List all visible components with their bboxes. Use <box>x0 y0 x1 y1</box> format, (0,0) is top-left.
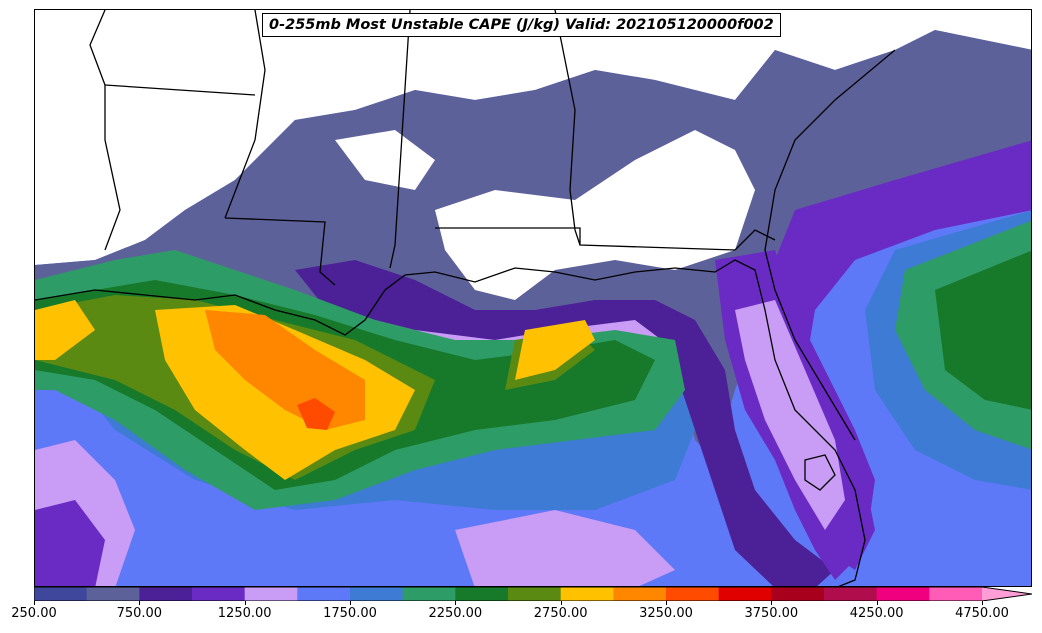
colorbar-extend-arrow <box>982 587 1032 601</box>
coastline-gulf <box>35 259 866 586</box>
florida-atlantic-coast <box>764 49 896 441</box>
cape-band-yellow <box>35 300 95 360</box>
colorbar-swatch-750 <box>139 587 193 601</box>
cape-band-dark-green-east <box>935 250 1031 410</box>
state-line-5 <box>389 10 411 269</box>
state-line-7 <box>435 227 736 251</box>
cape-band-lavender-south-2 <box>455 510 675 586</box>
cape-band-yellow-east <box>515 320 595 380</box>
cape-band-orange <box>205 310 365 430</box>
colorbar-swatch-4000 <box>824 587 878 601</box>
colorbar-swatch-4250 <box>876 587 930 601</box>
colorbar-tick-label: 4250.00 <box>849 606 904 621</box>
state-line-8 <box>734 229 776 251</box>
colorbar-swatch-250 <box>34 587 88 601</box>
colorbar-outline <box>34 587 1032 601</box>
cape-band-red-orange <box>297 398 335 430</box>
cape-band-southwest-purple <box>35 500 105 586</box>
colorbar-tick-mark <box>666 601 667 605</box>
state-line-2 <box>104 84 256 96</box>
cape-map <box>35 10 1031 586</box>
colorbar-tick-mark <box>982 601 983 605</box>
colorbar-swatch-2750 <box>560 587 614 601</box>
boundary-lines <box>35 10 896 586</box>
florida-lavender <box>735 300 845 530</box>
colorbar-swatch-3500 <box>718 587 772 601</box>
state-line-4 <box>224 10 266 219</box>
colorbar-swatch-3250 <box>666 587 720 601</box>
colorbar-tick-mark <box>244 601 246 605</box>
colorbar-swatch-2500 <box>508 587 562 601</box>
colorbar-tick-label: 1750.00 <box>323 606 377 621</box>
colorbar-tick-label: 4750.00 <box>955 606 1009 621</box>
colorbar-swatch-1500 <box>297 587 351 601</box>
colorbar-swatch-1000 <box>192 587 246 601</box>
colorbar-tick-mark <box>139 601 141 605</box>
state-line-1 <box>89 10 121 251</box>
colorbar-swatch-2000 <box>402 587 456 601</box>
colorbar-swatch-1750 <box>350 587 404 601</box>
colorbar-tick-label: 3750.00 <box>744 606 799 621</box>
colorbar-swatch-1250 <box>244 587 298 601</box>
no-cape-land-area <box>35 10 1031 265</box>
colorbar-tick-label: 2750.00 <box>533 606 588 621</box>
lake-okeechobee <box>804 454 836 491</box>
colorbar-swatch-2250 <box>455 587 509 601</box>
no-cape-inland-area-2 <box>335 130 435 190</box>
colorbar-tick-mark <box>455 601 457 605</box>
colorbar <box>34 587 1032 601</box>
colorbar-swatch-4500 <box>929 587 983 601</box>
colorbar-tick-mark <box>34 601 35 605</box>
map-title: 0-255mb Most Unstable CAPE (J/kg) Valid:… <box>262 13 781 37</box>
colorbar-swatch-3000 <box>613 587 667 601</box>
colorbar-tick-label: 2250.00 <box>428 606 483 621</box>
colorbar-tick-label: 250.00 <box>11 606 57 621</box>
colorbar-swatch-3750 <box>771 587 825 601</box>
colorbar-tick-mark <box>876 601 878 605</box>
map-panel <box>34 9 1032 587</box>
no-cape-inland-area <box>435 130 755 300</box>
colorbar-tick-mark <box>771 601 773 605</box>
colorbar-tick-label: 3250.00 <box>639 606 693 621</box>
state-line-3 <box>224 217 336 286</box>
state-line-6 <box>554 10 581 246</box>
colorbar-tick-mark <box>350 601 351 605</box>
colorbar-tick-mark <box>560 601 562 605</box>
colorbar-swatch-500 <box>86 587 140 601</box>
colorbar-tick-label: 750.00 <box>116 606 163 621</box>
colorbar-tick-label: 1250.00 <box>217 606 272 621</box>
